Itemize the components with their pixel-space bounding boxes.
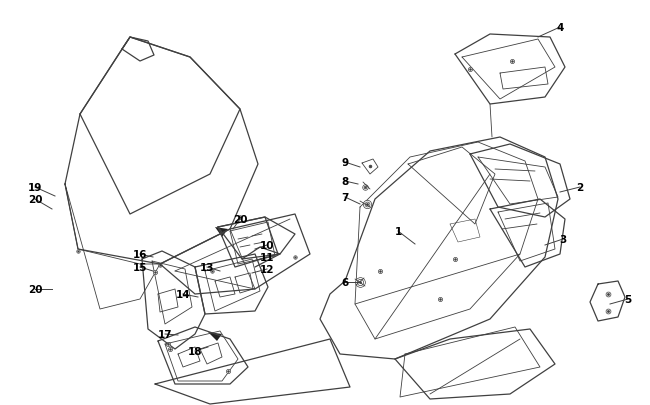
Text: 4: 4 (556, 23, 564, 33)
Text: 7: 7 (341, 192, 348, 202)
Text: 5: 5 (625, 294, 632, 304)
Text: 13: 13 (200, 262, 214, 272)
Text: 6: 6 (341, 277, 348, 287)
Text: 3: 3 (560, 234, 567, 244)
Text: 10: 10 (260, 241, 274, 250)
Text: 16: 16 (133, 249, 148, 259)
Text: 9: 9 (341, 158, 348, 168)
Text: 2: 2 (577, 183, 584, 192)
Text: 14: 14 (176, 289, 190, 299)
Text: 20: 20 (28, 194, 42, 205)
Text: 8: 8 (341, 177, 348, 187)
Text: 1: 1 (395, 226, 402, 237)
Text: 19: 19 (28, 183, 42, 192)
Text: 20: 20 (233, 215, 247, 224)
Text: 15: 15 (133, 262, 148, 272)
Text: 12: 12 (260, 264, 274, 274)
Polygon shape (215, 228, 228, 237)
Text: 17: 17 (158, 329, 172, 339)
Text: 11: 11 (260, 252, 274, 262)
Text: 18: 18 (188, 346, 202, 356)
Polygon shape (208, 332, 222, 341)
Text: 20: 20 (28, 284, 42, 294)
